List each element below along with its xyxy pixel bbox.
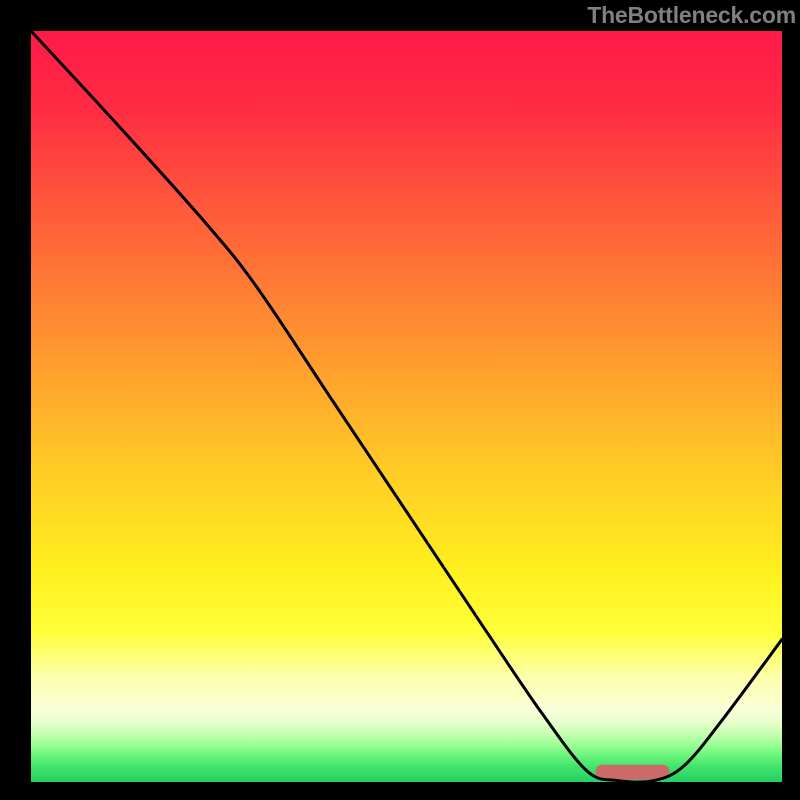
performance-curve: [31, 31, 782, 782]
chart-frame: TheBottleneck.com: [0, 0, 800, 800]
line-layer: [31, 31, 782, 782]
watermark-text: TheBottleneck.com: [587, 2, 796, 29]
plot-area: [31, 31, 782, 782]
